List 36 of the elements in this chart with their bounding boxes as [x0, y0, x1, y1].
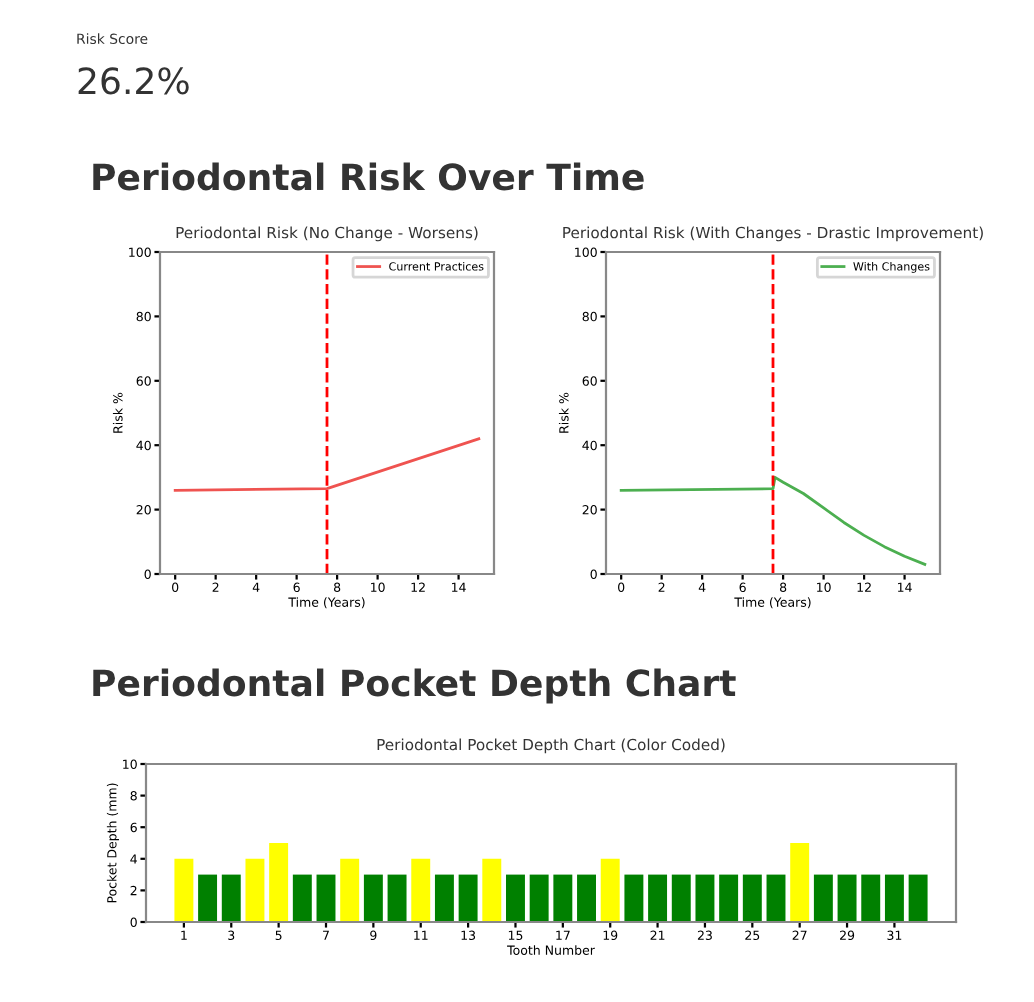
- bar: [813, 874, 833, 922]
- bar: [908, 874, 928, 922]
- bar: [198, 874, 218, 922]
- bar: [363, 874, 383, 922]
- bar: [790, 843, 810, 922]
- bar: [577, 874, 596, 922]
- bar: [600, 858, 620, 922]
- bar: [742, 874, 762, 922]
- bar: [529, 874, 549, 922]
- bar: [671, 874, 691, 922]
- bar: [411, 858, 431, 922]
- bar: [174, 858, 194, 922]
- bar: [884, 874, 904, 922]
- text: 26.2%: [78, 67, 189, 95]
- text: Periodontal Pocket Depth Chart: [93, 668, 736, 704]
- bar: [648, 874, 668, 922]
- bar: [861, 874, 881, 922]
- bar: [458, 874, 478, 922]
- bar: [387, 874, 407, 922]
- bar: [719, 874, 739, 922]
- bar: [506, 874, 525, 922]
- bar: [269, 843, 289, 922]
- line-series: [619, 476, 927, 566]
- bar: [624, 874, 644, 922]
- bar: [837, 874, 857, 922]
- bar: [245, 858, 265, 922]
- bar: [553, 874, 573, 922]
- bar: [316, 874, 336, 922]
- bar: [434, 874, 454, 922]
- bar: [221, 874, 241, 922]
- text: Periodontal Risk Over Time: [93, 162, 644, 191]
- bar: [340, 858, 360, 922]
- bar: [695, 874, 715, 922]
- bar: [292, 874, 312, 922]
- bar: [482, 858, 502, 922]
- bar: [766, 874, 786, 922]
